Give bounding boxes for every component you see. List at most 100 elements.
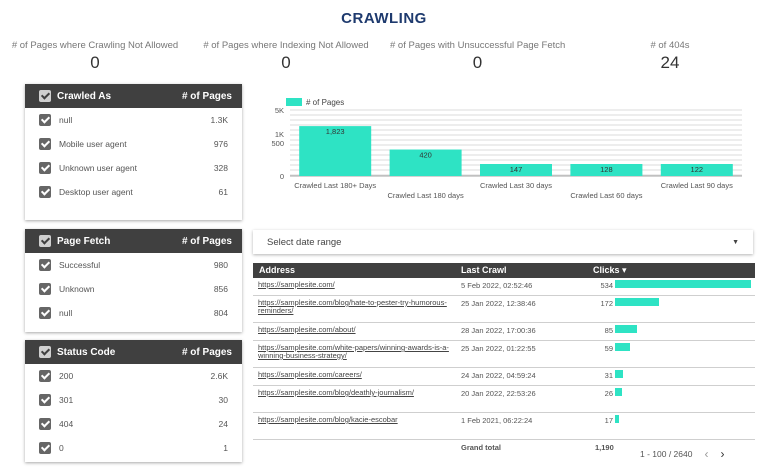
count-header: # of Pages bbox=[181, 235, 232, 247]
kpi-value: 24 bbox=[660, 53, 680, 72]
last-crawl-cell: 1 Feb 2021, 06:22:24 bbox=[461, 416, 533, 425]
checkbox[interactable] bbox=[39, 307, 51, 319]
item-label: Unknown bbox=[59, 284, 95, 294]
page-title: CRAWLING bbox=[341, 10, 427, 27]
kpi-value: 0 bbox=[90, 53, 100, 72]
checkbox[interactable] bbox=[39, 114, 51, 126]
item-label: 301 bbox=[59, 395, 74, 405]
item-count: 24 bbox=[218, 419, 228, 429]
checkbox[interactable] bbox=[39, 162, 51, 174]
checkbox[interactable] bbox=[39, 259, 51, 271]
x-tick-label: Crawled Last 180 days bbox=[387, 191, 464, 200]
data-label: 122 bbox=[691, 165, 704, 174]
date-range-label: Select date range bbox=[267, 236, 342, 248]
list-item[interactable]: Mobile user agent 976 bbox=[25, 132, 242, 156]
item-label: Unknown user agent bbox=[59, 163, 137, 173]
checkbox[interactable] bbox=[39, 138, 51, 150]
checkbox[interactable] bbox=[39, 283, 51, 295]
list-item[interactable]: 301 30 bbox=[25, 388, 242, 412]
item-count: 856 bbox=[213, 284, 228, 294]
prev-page-button[interactable]: ‹ bbox=[704, 447, 709, 461]
clicks-bar bbox=[615, 298, 659, 306]
page-range: 1 - 100 / 2640 bbox=[640, 449, 693, 459]
page-fetch-filter: Page Fetch # of Pages Successful 980 Unkn… bbox=[25, 229, 242, 332]
table-row[interactable]: https://samplesite.com/about/28 Jan 2022… bbox=[253, 323, 755, 341]
checkbox[interactable] bbox=[39, 418, 51, 430]
table-row[interactable]: https://samplesite.com/blog/deathly-jour… bbox=[253, 386, 755, 413]
item-label: Mobile user agent bbox=[59, 139, 127, 149]
checkbox[interactable] bbox=[39, 370, 51, 382]
y-tick-label: 1K bbox=[275, 130, 284, 139]
clicks-bar bbox=[615, 325, 637, 333]
item-label: Successful bbox=[59, 260, 101, 270]
clicks-bar bbox=[615, 280, 751, 288]
list-item[interactable]: 404 24 bbox=[25, 412, 242, 436]
bar bbox=[570, 164, 643, 176]
item-label: 404 bbox=[59, 419, 74, 429]
item-label: null bbox=[59, 115, 73, 125]
crawled-as-title: Crawled As bbox=[57, 90, 112, 102]
last-crawl-cell: 28 Jan 2022, 17:00:36 bbox=[461, 326, 536, 335]
item-count: 61 bbox=[218, 187, 228, 197]
address-link[interactable]: https://samplesite.com/blog/deathly-jour… bbox=[258, 388, 414, 397]
clicks-bar bbox=[615, 343, 631, 351]
pagination: 1 - 100 / 2640 ‹ › bbox=[640, 447, 724, 461]
address-link[interactable]: https://samplesite.com/blog/hate-to-pest… bbox=[258, 298, 447, 315]
list-item[interactable]: 200 2.6K bbox=[25, 364, 242, 388]
grand-total-row: Grand total 1,190 bbox=[253, 440, 755, 458]
clicks-bar bbox=[615, 388, 622, 396]
address-link[interactable]: https://samplesite.com/blog/kacie-escoba… bbox=[258, 415, 398, 424]
legend-swatch bbox=[286, 98, 302, 106]
list-item[interactable]: Desktop user agent 61 bbox=[25, 180, 242, 204]
checkbox[interactable] bbox=[39, 186, 51, 198]
last-crawl-cell: 5 Feb 2022, 02:52:46 bbox=[461, 281, 533, 290]
select-all-checkbox[interactable] bbox=[39, 235, 51, 247]
clicks-bar bbox=[615, 370, 623, 378]
column-header-last-crawl[interactable]: Last Crawl bbox=[461, 265, 507, 275]
item-count: 1.3K bbox=[210, 115, 229, 125]
checkbox[interactable] bbox=[39, 442, 51, 454]
next-page-button[interactable]: › bbox=[720, 447, 725, 461]
kpi-label: # of 404s bbox=[650, 40, 690, 51]
item-label: 0 bbox=[59, 443, 64, 453]
checkbox[interactable] bbox=[39, 394, 51, 406]
clicks-cell: 85 bbox=[604, 326, 613, 335]
table-row[interactable]: https://samplesite.com/blog/kacie-escoba… bbox=[253, 413, 755, 440]
select-all-checkbox[interactable] bbox=[39, 90, 51, 102]
select-all-checkbox[interactable] bbox=[39, 346, 51, 358]
status-code-title: Status Code bbox=[57, 346, 116, 358]
grand-total-label: Grand total bbox=[461, 443, 502, 452]
table-row[interactable]: https://samplesite.com/5 Feb 2022, 02:52… bbox=[253, 278, 755, 296]
list-item[interactable]: Unknown 856 bbox=[25, 277, 242, 301]
list-item[interactable]: Unknown user agent 328 bbox=[25, 156, 242, 180]
clicks-cell: 59 bbox=[604, 344, 613, 353]
data-label: 1,823 bbox=[326, 127, 345, 136]
x-tick-label: Crawled Last 90 days bbox=[661, 181, 733, 190]
date-range-selector[interactable]: Select date range ▼ bbox=[253, 230, 753, 254]
bar bbox=[660, 164, 733, 176]
table-row[interactable]: https://samplesite.com/white-papers/winn… bbox=[253, 341, 755, 368]
address-link[interactable]: https://samplesite.com/ bbox=[258, 280, 335, 289]
address-link[interactable]: https://samplesite.com/about/ bbox=[258, 325, 356, 334]
y-tick-label: 500 bbox=[271, 139, 284, 148]
status-code-header: Status Code # of Pages bbox=[25, 340, 242, 364]
column-header-clicks[interactable]: Clicks ▾ bbox=[593, 265, 627, 275]
list-item[interactable]: null 1.3K bbox=[25, 108, 242, 132]
clicks-cell: 17 bbox=[604, 416, 613, 425]
clicks-cell: 172 bbox=[600, 299, 613, 308]
clicks-cell: 31 bbox=[604, 371, 613, 380]
table-row[interactable]: https://samplesite.com/blog/hate-to-pest… bbox=[253, 296, 755, 323]
column-header-address[interactable]: Address bbox=[259, 265, 296, 275]
chevron-down-icon: ▼ bbox=[732, 238, 739, 246]
item-count: 976 bbox=[213, 139, 228, 149]
bar bbox=[389, 149, 462, 176]
address-link[interactable]: https://samplesite.com/white-papers/winn… bbox=[258, 343, 449, 360]
x-tick-label: Crawled Last 180+ Days bbox=[294, 181, 376, 190]
list-item[interactable]: Successful 980 bbox=[25, 253, 242, 277]
grand-total-value: 1,190 bbox=[595, 443, 614, 452]
table-row[interactable]: https://samplesite.com/careers/24 Jan 20… bbox=[253, 368, 755, 386]
page-fetch-header: Page Fetch # of Pages bbox=[25, 229, 242, 253]
list-item[interactable]: null 804 bbox=[25, 301, 242, 325]
address-link[interactable]: https://samplesite.com/careers/ bbox=[258, 370, 362, 379]
